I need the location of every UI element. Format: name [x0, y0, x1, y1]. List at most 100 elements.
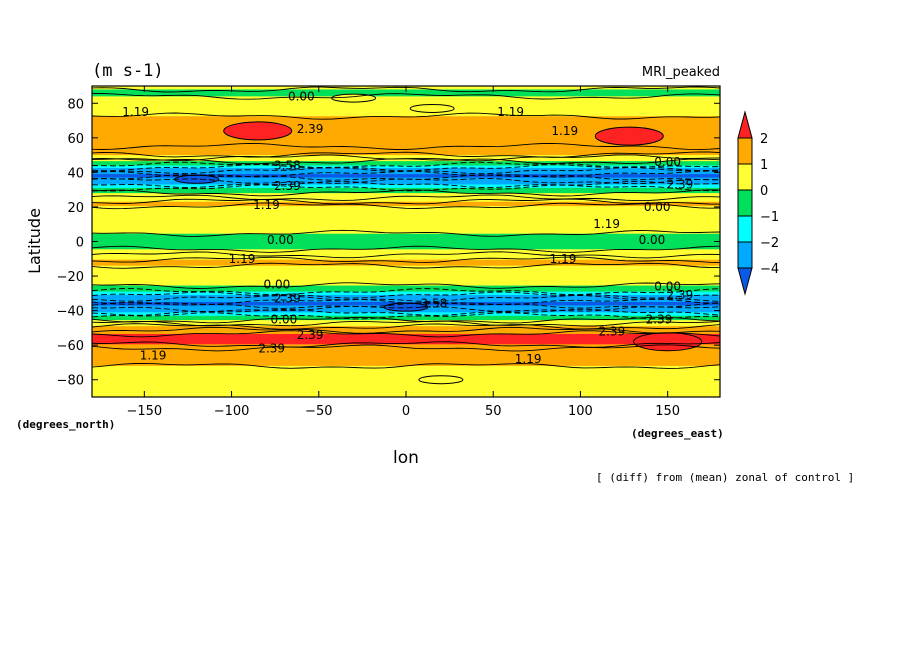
- contour-band: [92, 319, 720, 321]
- contour-band: [92, 242, 720, 244]
- contour-band: [92, 327, 720, 329]
- contour-band: [92, 165, 720, 167]
- contour-band: [92, 343, 720, 345]
- contour-band: [92, 100, 720, 103]
- contour-band: [92, 260, 720, 262]
- contour-band: [92, 221, 720, 224]
- contour-band: [92, 204, 720, 206]
- contour-line: [92, 184, 720, 192]
- contour-band: [92, 355, 720, 357]
- contour-band: [92, 213, 720, 216]
- contour-band: [92, 166, 720, 168]
- contour-band: [92, 364, 720, 366]
- contour-band: [92, 374, 720, 377]
- contour-band: [92, 226, 720, 229]
- contour-band: [92, 156, 720, 159]
- contour-band: [92, 193, 720, 195]
- contour-band: [92, 300, 720, 302]
- contour-band: [92, 182, 720, 185]
- contour-band: [92, 159, 720, 161]
- contour-band: [92, 240, 720, 243]
- contour-line: [92, 256, 720, 264]
- contour-band: [92, 272, 720, 275]
- contour-band: [92, 353, 720, 356]
- contour-band: [92, 276, 720, 279]
- contour-band: [92, 229, 720, 231]
- contour-band: [92, 359, 720, 362]
- contour-band: [92, 206, 720, 209]
- contour-band: [92, 190, 720, 192]
- contour-band: [92, 346, 720, 348]
- x-tick-label: −150: [126, 404, 162, 419]
- contour-band: [92, 105, 720, 107]
- contour-band: [92, 331, 720, 333]
- contour-line: [92, 344, 720, 352]
- contour-band: [92, 367, 720, 370]
- contour-band: [92, 255, 720, 257]
- contour-band: [92, 267, 720, 269]
- contour-line: [92, 291, 720, 299]
- contour-band: [92, 196, 720, 199]
- contour-band: [92, 301, 720, 303]
- contour-band: [92, 96, 720, 98]
- contour-band: [92, 244, 720, 247]
- contour-band: [92, 292, 720, 294]
- contour-band: [92, 163, 720, 166]
- contour-band: [92, 313, 720, 315]
- contour-band: [92, 350, 720, 352]
- contour-band: [92, 285, 720, 288]
- contour-line: [92, 326, 720, 334]
- contour-band: [92, 270, 720, 273]
- contour-band: [92, 144, 720, 147]
- contour-band: [92, 139, 720, 142]
- colorbar-segment: [737, 267, 753, 296]
- contour-line: [92, 320, 720, 327]
- contour-band: [92, 176, 720, 179]
- contour-band: [92, 230, 720, 232]
- contour-band: [92, 128, 720, 130]
- contour-band: [92, 175, 720, 178]
- contour-line: [92, 180, 720, 189]
- x-tick-label: −50: [305, 404, 332, 419]
- contour-band: [92, 199, 720, 201]
- contour-label: 1.19: [551, 124, 578, 138]
- contour-line: [92, 194, 720, 202]
- contour-band: [92, 162, 720, 165]
- contour-band: [92, 211, 720, 213]
- contour-band: [92, 281, 720, 283]
- contour-band: [92, 334, 720, 337]
- contour-band: [92, 111, 720, 114]
- contour-band: [92, 358, 720, 360]
- contour-label: 2.39: [258, 342, 285, 356]
- contour-band: [92, 299, 720, 301]
- contour-band: [92, 153, 720, 155]
- contour-band: [92, 289, 720, 291]
- contour-band: [92, 98, 720, 100]
- contour-line: [92, 112, 720, 120]
- contour-band: [92, 134, 720, 136]
- contour-band: [92, 218, 720, 220]
- contour-band: [92, 124, 720, 127]
- contour-line: [92, 282, 720, 289]
- x-unit-label: (degrees_east): [631, 427, 724, 440]
- contour-band: [92, 105, 720, 108]
- contour-band: [92, 370, 720, 372]
- contour-band: [92, 381, 720, 383]
- contour-band: [92, 262, 720, 264]
- contour-line: [92, 93, 720, 100]
- contour-band: [92, 148, 720, 150]
- contour-band: [92, 214, 720, 217]
- contour-band: [92, 225, 720, 227]
- contour-band: [92, 106, 720, 109]
- contour-band: [92, 136, 720, 139]
- contour-band: [92, 168, 720, 171]
- contour-band: [92, 241, 720, 243]
- contour-band: [92, 263, 720, 265]
- contour-band: [92, 258, 720, 261]
- contour-line: [92, 295, 720, 302]
- contour-band: [92, 377, 720, 379]
- contour-band: [92, 322, 720, 325]
- contour-band: [92, 170, 720, 173]
- contour-band: [92, 377, 720, 380]
